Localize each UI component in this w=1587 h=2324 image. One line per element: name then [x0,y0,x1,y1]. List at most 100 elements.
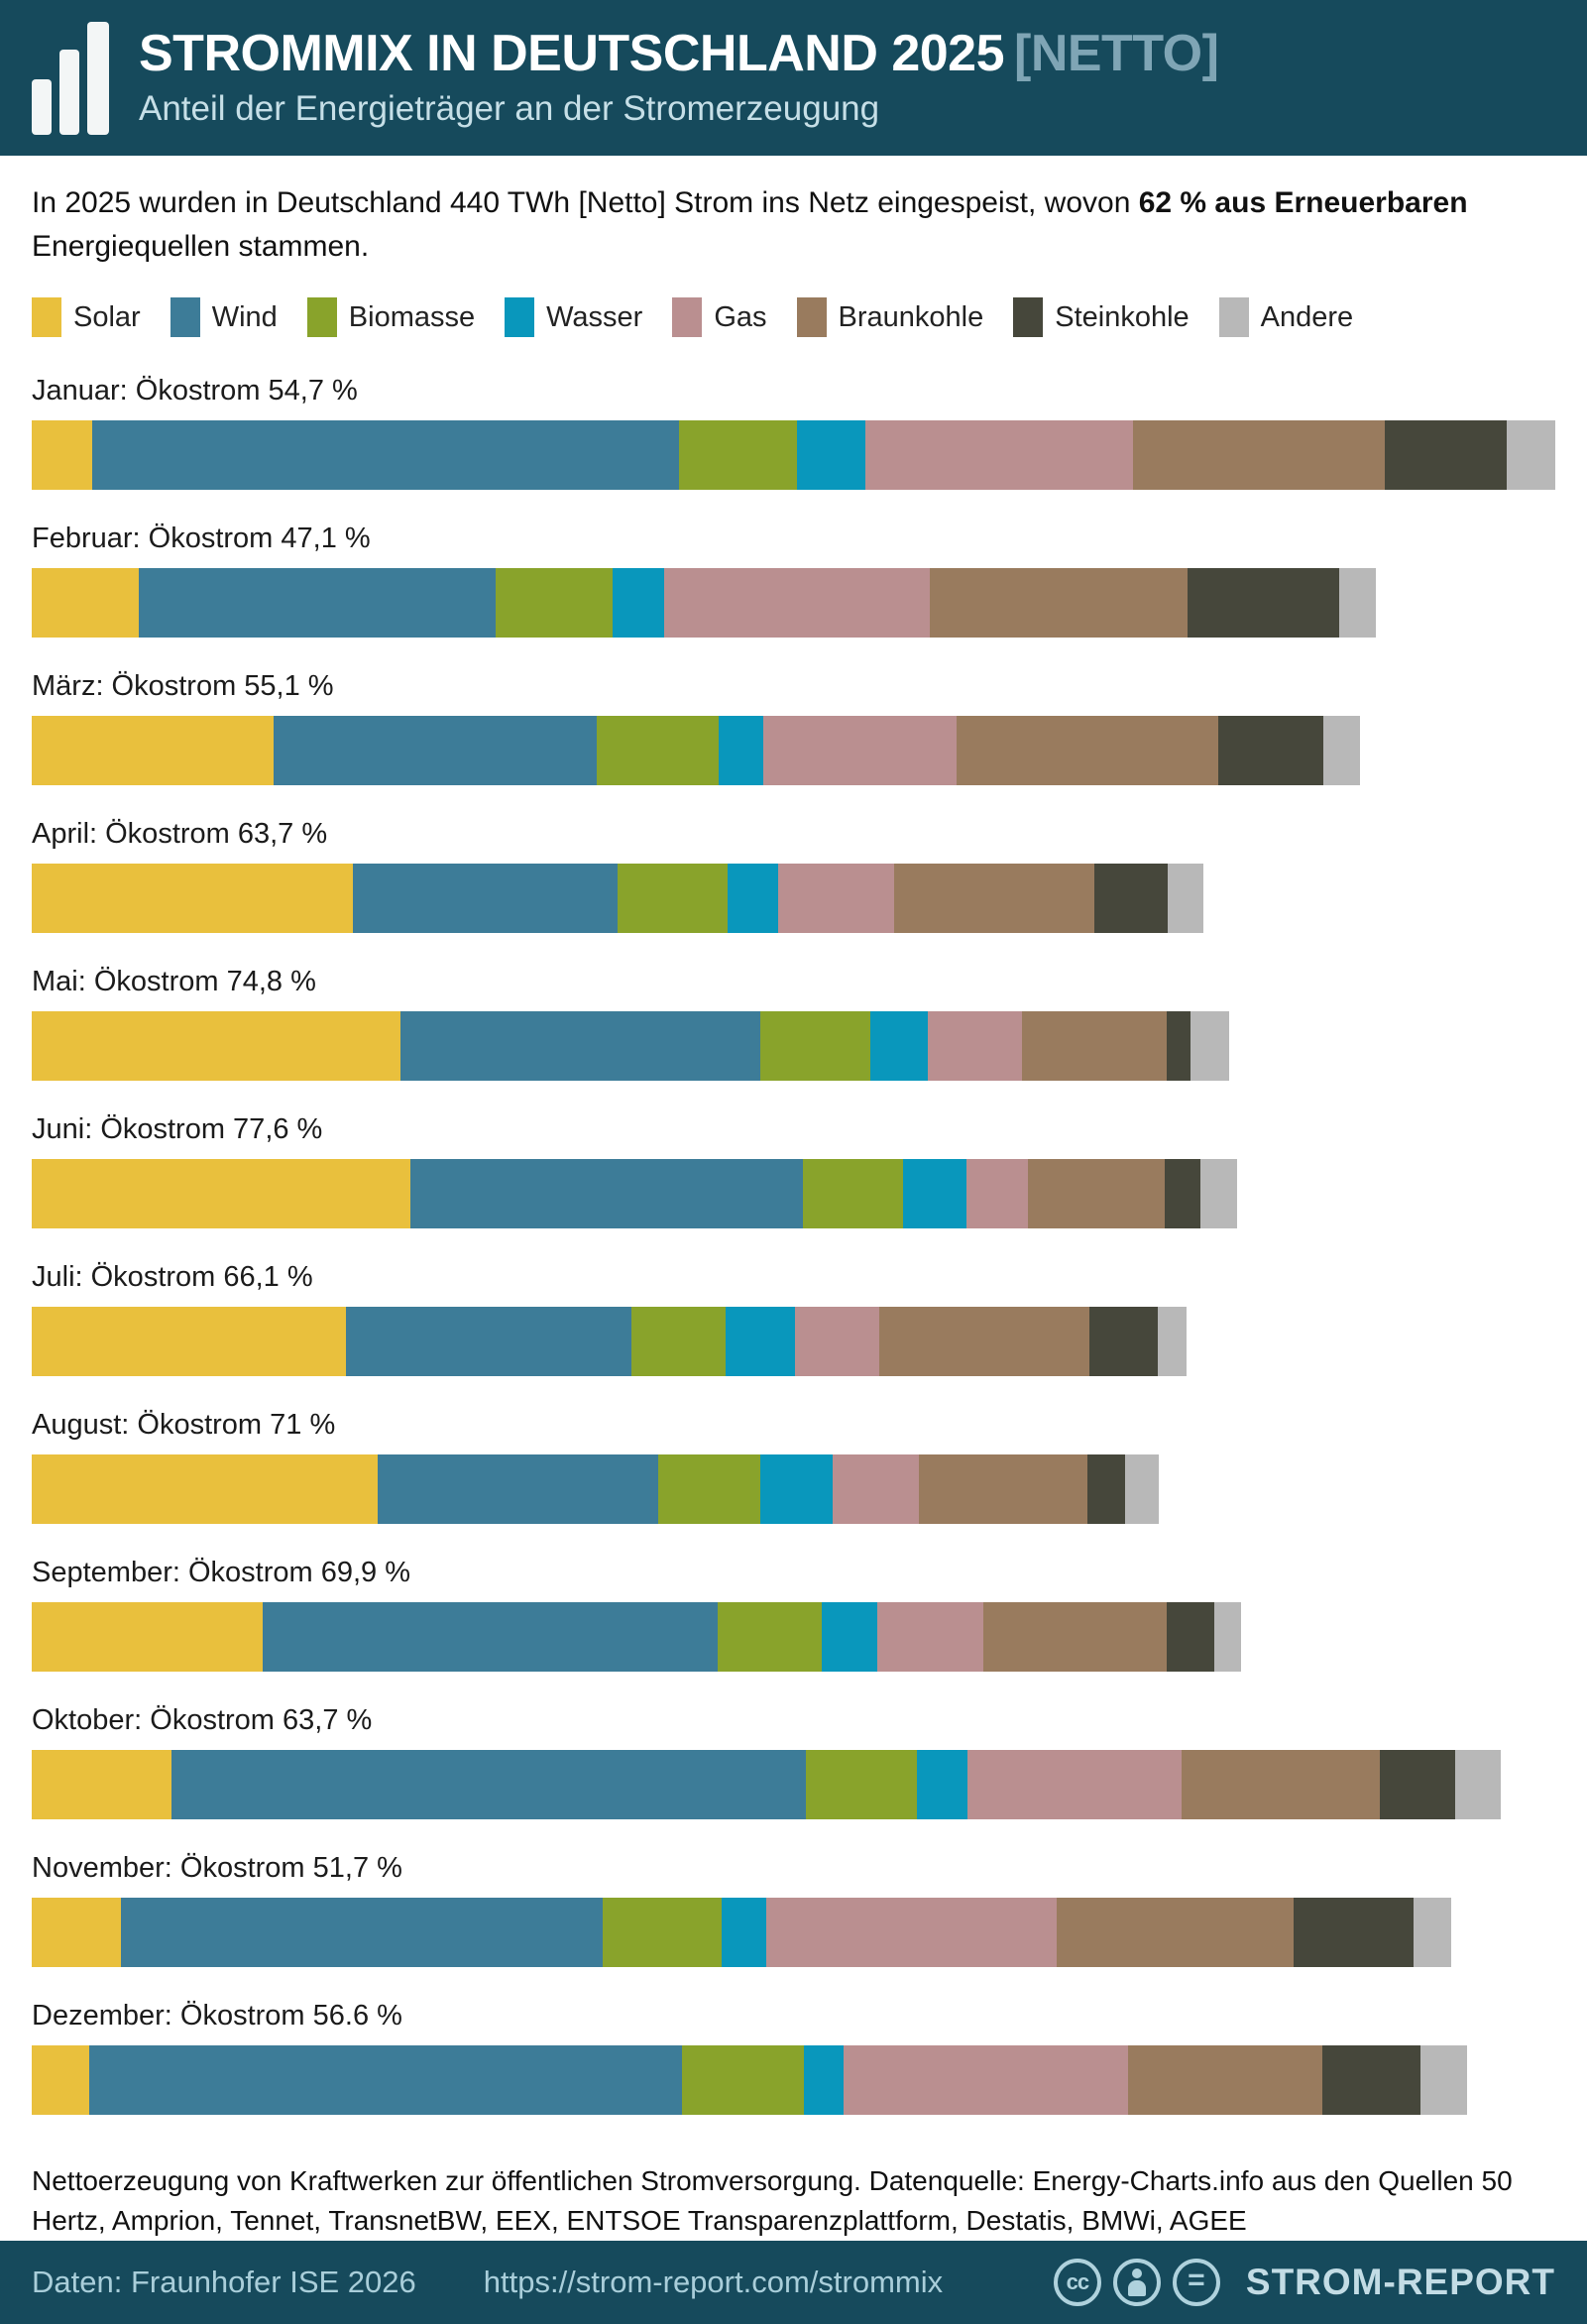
bar-segment-wind [273,716,597,785]
bar-segment-steinkohle [1164,1159,1201,1228]
legend-item-gas: Gas [672,297,767,337]
strommix-url-link[interactable]: https://strom-report.com/strommix [483,2264,944,2299]
bar-segment-andere [1200,1159,1237,1228]
bar-segment-andere [1214,1602,1242,1672]
legend-item-biomasse: Biomasse [306,297,476,337]
bar-segment-wind [121,1898,603,1967]
bar-segment-andere [1338,568,1376,638]
intro-part1: In 2025 wurden in Deutschland 440 TWh [N… [32,186,1139,219]
bar-segment-andere [1454,1750,1501,1819]
stacked-bar-oktober [32,1750,1501,1819]
bar-segment-wasser [869,1011,928,1081]
legend-item-wind: Wind [170,297,278,337]
bar-segment-braunkohle [893,864,1094,933]
bar-segment-biomasse [658,1454,760,1524]
bar-segment-braunkohle [919,1454,1087,1524]
bar-segment-braunkohle [956,716,1218,785]
bar-segment-biomasse [495,568,613,638]
bar-segment-biomasse [596,716,719,785]
bar-segment-solar [32,1011,401,1081]
page-title: STROMMIX IN DEUTSCHLAND 2025 [NETTO] [139,27,1219,81]
month-label: Januar: Ökostrom 54,7 % [32,375,358,407]
month-label: Dezember: Ökostrom 56.6 % [32,2000,402,2032]
bar-segment-wasser [612,568,665,638]
bar-segment-biomasse [617,864,729,933]
intro-text: In 2025 wurden in Deutschland 440 TWh [N… [32,181,1555,268]
legend-swatch-andere [1218,297,1249,337]
bar-segment-solar [32,1898,122,1967]
bar-segment-wind [352,864,618,933]
bar-segment-gas [777,864,894,933]
bar-segment-biomasse [805,1750,918,1819]
stacked-bar-mai [32,1011,1230,1081]
bar-segment-steinkohle [1187,568,1339,638]
month-row-november: November: Ökostrom 51,7 % [32,1852,1555,1967]
bar-segment-gas [763,716,957,785]
bar-segment-solar [32,1307,346,1376]
stacked-bar-juni [32,1159,1237,1228]
legend-label: Biomasse [348,300,476,333]
bar-segment-wind [139,568,496,638]
bar-segment-steinkohle [1217,716,1323,785]
bar-segment-andere [1322,716,1361,785]
license-badges: cc = STROM-REPORT [1053,2258,1555,2306]
month-row-juli: Juli: Ökostrom 66,1 % [32,1261,1555,1376]
bar-segment-andere [1125,1454,1160,1524]
bar-segment-steinkohle [1380,1750,1455,1819]
bar-segment-solar [32,420,93,490]
legend-label: Wind [211,300,278,333]
legend-swatch-braunkohle [796,297,827,337]
person-glyph [1127,2267,1146,2296]
month-row-august: August: Ökostrom 71 % [32,1409,1555,1524]
bar-segment-braunkohle [1182,1750,1381,1819]
bar-segment-solar [32,2045,89,2115]
bar-segment-braunkohle [983,1602,1167,1672]
bar-segment-gas [844,2045,1129,2115]
bar-chart-logo-icon [32,21,109,135]
bar-segment-solar [32,1159,410,1228]
legend-label: Gas [714,300,767,333]
legend-label: Solar [73,300,141,333]
bar-segment-steinkohle [1321,2045,1421,2115]
logo-bar-medium [59,49,79,135]
bar-segment-andere [1506,420,1555,490]
bar-segment-steinkohle [1384,420,1507,490]
bar-segment-wasser [759,1454,833,1524]
month-row-dezember: Dezember: Ökostrom 56.6 % [32,2000,1555,2115]
source-note: Nettoerzeugung von Kraftwerken zur öffen… [32,2165,1513,2236]
attribution-person-icon[interactable] [1112,2258,1161,2306]
chart: Januar: Ökostrom 54,7 % Februar: Ökostrom… [32,375,1555,2148]
bar-segment-solar [32,1602,264,1672]
stacked-bar-juli [32,1307,1187,1376]
month-row-februar: Februar: Ökostrom 47,1 % [32,523,1555,638]
header: STROMMIX IN DEUTSCHLAND 2025 [NETTO] Ante… [0,0,1587,156]
bar-segment-andere [1157,1307,1187,1376]
page-subtitle: Anteil der Energieträger an der Stromerz… [139,88,880,128]
legend-swatch-steinkohle [1013,297,1044,337]
bar-segment-wasser [803,2045,845,2115]
month-row-september: September: Ökostrom 69,9 % [32,1557,1555,1672]
bar-segment-steinkohle [1086,1454,1126,1524]
month-label: Juli: Ökostrom 66,1 % [32,1261,313,1293]
month-row-oktober: Oktober: Ökostrom 63,7 % [32,1704,1555,1819]
bar-segment-steinkohle [1167,1011,1191,1081]
no-derivatives-icon[interactable]: = [1172,2258,1220,2306]
bar-segment-wind [170,1750,806,1819]
stacked-bar-märz [32,716,1361,785]
cc-icon[interactable]: cc [1053,2258,1101,2306]
stacked-bar-april [32,864,1203,933]
bar-segment-gas [927,1011,1023,1081]
bar-segment-gas [877,1602,984,1672]
legend-item-braunkohle: Braunkohle [796,297,983,337]
bar-segment-wind [378,1454,659,1524]
month-row-juni: Juni: Ökostrom 77,6 % [32,1113,1555,1228]
bar-segment-braunkohle [879,1307,1090,1376]
month-label: Mai: Ökostrom 74,8 % [32,966,316,997]
bar-segment-gas [832,1454,920,1524]
bar-segment-wasser [718,716,764,785]
bar-segment-braunkohle [929,568,1188,638]
bar-segment-gas [864,420,1134,490]
bar-segment-braunkohle [1133,420,1385,490]
bar-segment-wasser [728,864,778,933]
bar-segment-wind [400,1011,760,1081]
